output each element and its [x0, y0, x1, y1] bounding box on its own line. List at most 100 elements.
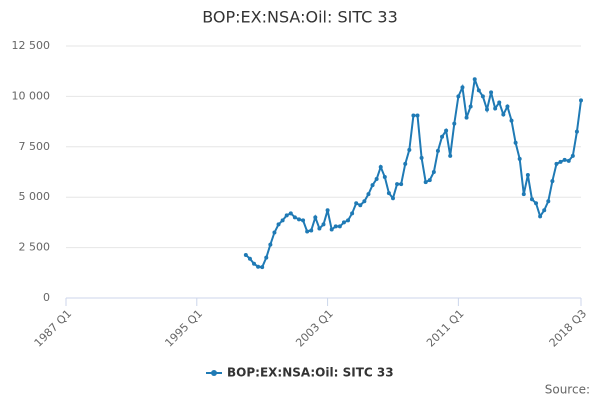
- data-point: [243, 253, 248, 258]
- data-point: [350, 211, 355, 216]
- y-tick-label: 12 500: [12, 39, 51, 52]
- data-point: [546, 199, 551, 204]
- data-point: [574, 129, 579, 134]
- data-point: [579, 98, 583, 103]
- data-point: [452, 121, 457, 126]
- legend-marker: [211, 370, 217, 376]
- data-point: [484, 107, 489, 112]
- data-point: [305, 229, 310, 234]
- data-point: [362, 199, 367, 204]
- data-point: [260, 265, 265, 270]
- data-point: [525, 173, 530, 178]
- data-point: [386, 191, 391, 196]
- data-point: [354, 201, 359, 206]
- data-point: [460, 85, 465, 90]
- data-point: [497, 100, 502, 105]
- data-point: [395, 182, 400, 187]
- data-point: [505, 104, 510, 109]
- data-point: [444, 128, 449, 133]
- x-tick-label: 1995 Q1: [162, 307, 205, 350]
- data-point: [366, 192, 371, 197]
- data-point: [464, 115, 469, 120]
- y-tick-label: 2 500: [19, 241, 51, 254]
- chart-title: BOP:EX:NSA:Oil: SITC 33: [202, 8, 398, 27]
- y-tick-label: 0: [43, 291, 50, 304]
- data-point: [317, 226, 322, 231]
- data-point: [313, 215, 318, 220]
- data-point: [554, 161, 559, 166]
- data-point: [268, 242, 273, 247]
- data-point: [407, 147, 412, 152]
- data-point: [566, 158, 571, 163]
- data-point: [570, 153, 575, 158]
- data-point: [468, 104, 473, 109]
- data-point: [252, 261, 257, 266]
- data-point: [517, 156, 522, 161]
- data-point: [329, 227, 334, 232]
- data-point: [521, 192, 526, 197]
- data-point: [472, 77, 477, 82]
- y-tick-label: 5 000: [19, 190, 51, 203]
- data-point: [301, 218, 306, 223]
- data-point: [489, 90, 494, 95]
- data-point: [296, 217, 301, 222]
- data-point: [448, 153, 453, 158]
- data-point: [411, 113, 416, 118]
- y-tick-label: 7 500: [19, 140, 51, 153]
- series-line: [245, 78, 582, 269]
- data-point: [374, 177, 379, 182]
- data-point: [280, 218, 285, 223]
- data-point: [370, 183, 375, 188]
- x-tick-label: 2011 Q1: [424, 307, 467, 350]
- data-point: [534, 201, 539, 206]
- data-point: [419, 155, 424, 160]
- data-point: [264, 255, 269, 260]
- data-point: [513, 140, 518, 145]
- x-tick-label: 2018 Q3: [547, 307, 590, 350]
- data-point: [538, 214, 543, 219]
- data-point: [529, 197, 534, 202]
- data-point: [403, 161, 408, 166]
- data-point: [562, 157, 567, 162]
- data-point: [493, 106, 498, 111]
- data-point: [456, 94, 461, 99]
- y-tick-label: 10 000: [12, 89, 51, 102]
- data-point: [256, 264, 261, 269]
- data-point: [346, 218, 351, 223]
- data-point: [501, 112, 506, 117]
- legend-label: BOP:EX:NSA:Oil: SITC 33: [227, 366, 394, 380]
- data-point: [399, 182, 404, 187]
- data-point: [284, 213, 289, 218]
- data-point: [247, 256, 252, 261]
- data-point: [550, 179, 555, 184]
- data-point: [382, 175, 387, 180]
- data-point: [415, 113, 420, 118]
- data-point: [423, 180, 428, 185]
- data-point: [435, 148, 440, 153]
- data-point: [358, 203, 363, 208]
- data-point: [542, 208, 547, 213]
- data-point: [558, 159, 563, 164]
- data-point: [309, 228, 314, 233]
- data-point: [427, 178, 432, 183]
- data-point: [480, 94, 485, 99]
- data-point: [292, 215, 297, 220]
- data-point: [321, 222, 326, 227]
- data-point: [440, 134, 445, 139]
- data-point: [325, 208, 330, 213]
- data-point: [288, 211, 293, 216]
- data-point: [378, 164, 383, 169]
- x-tick-label: 1987 Q1: [32, 307, 75, 350]
- x-tick-label: 2003 Q1: [293, 307, 336, 350]
- data-point: [333, 224, 338, 229]
- data-point: [390, 196, 395, 201]
- data-point: [509, 118, 514, 123]
- data-point: [276, 222, 281, 227]
- data-point: [431, 170, 436, 174]
- source: Source:: [545, 383, 590, 397]
- data-point: [337, 224, 342, 229]
- data-point: [341, 220, 346, 225]
- data-point: [476, 88, 481, 93]
- data-point: [272, 230, 277, 235]
